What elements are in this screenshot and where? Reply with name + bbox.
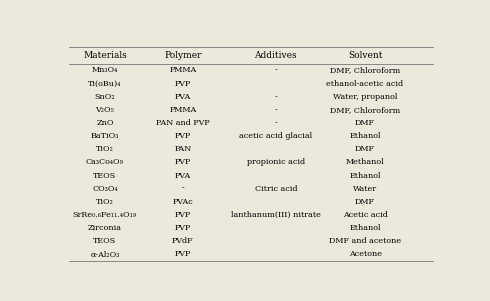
Text: PMMA: PMMA bbox=[169, 67, 196, 75]
Text: acetic acid glacial: acetic acid glacial bbox=[239, 132, 312, 140]
Text: Citric acid: Citric acid bbox=[255, 185, 297, 193]
Text: SrRe₀.₆Fe₁₁.₄O₁₉: SrRe₀.₆Fe₁₁.₄O₁₉ bbox=[73, 211, 137, 219]
Text: lanthanum(III) nitrate: lanthanum(III) nitrate bbox=[231, 211, 321, 219]
Text: TiO₂: TiO₂ bbox=[96, 198, 114, 206]
Text: DMF: DMF bbox=[355, 119, 375, 127]
Text: PVP: PVP bbox=[174, 211, 191, 219]
Text: PVP: PVP bbox=[174, 158, 191, 166]
Text: Acetone: Acetone bbox=[348, 250, 382, 258]
Text: -: - bbox=[274, 93, 277, 101]
Text: TiO₂: TiO₂ bbox=[96, 145, 114, 153]
Text: Water: Water bbox=[353, 185, 377, 193]
Text: CO₃O₄: CO₃O₄ bbox=[92, 185, 118, 193]
Text: -: - bbox=[274, 67, 277, 75]
Text: Ethanol: Ethanol bbox=[349, 132, 381, 140]
Text: PVA: PVA bbox=[174, 172, 191, 180]
Text: PVP: PVP bbox=[174, 80, 191, 88]
Text: PVA: PVA bbox=[174, 93, 191, 101]
Text: α-Al₂O₃: α-Al₂O₃ bbox=[90, 250, 120, 258]
Text: PVAc: PVAc bbox=[172, 198, 193, 206]
Text: SnO₂: SnO₂ bbox=[95, 93, 115, 101]
Text: PAN: PAN bbox=[174, 145, 192, 153]
Text: Ca₃Co₄O₉: Ca₃Co₄O₉ bbox=[86, 158, 124, 166]
Text: Ethanol: Ethanol bbox=[349, 172, 381, 180]
Text: -: - bbox=[274, 119, 277, 127]
Text: PVP: PVP bbox=[174, 132, 191, 140]
Text: PMMA: PMMA bbox=[169, 106, 196, 114]
Text: ZnO: ZnO bbox=[96, 119, 114, 127]
Text: V₂O₅: V₂O₅ bbox=[96, 106, 114, 114]
Text: Polymer: Polymer bbox=[164, 51, 201, 60]
Text: Ethanol: Ethanol bbox=[349, 224, 381, 232]
Text: Water, propanol: Water, propanol bbox=[333, 93, 397, 101]
Text: DMF: DMF bbox=[355, 198, 375, 206]
Text: propionic acid: propionic acid bbox=[247, 158, 305, 166]
Text: Mn₃O₄: Mn₃O₄ bbox=[92, 67, 118, 75]
Text: TEOS: TEOS bbox=[93, 237, 117, 245]
Text: Additives: Additives bbox=[254, 51, 297, 60]
Text: Ti(oBu)₄: Ti(oBu)₄ bbox=[88, 80, 122, 88]
Text: PVP: PVP bbox=[174, 224, 191, 232]
Text: PVP: PVP bbox=[174, 250, 191, 258]
Text: DMF and acetone: DMF and acetone bbox=[329, 237, 401, 245]
Text: ethanol-acetic acid: ethanol-acetic acid bbox=[326, 80, 404, 88]
Text: Methanol: Methanol bbox=[346, 158, 384, 166]
Text: DMF, Chloroform: DMF, Chloroform bbox=[330, 106, 400, 114]
Text: -: - bbox=[181, 185, 184, 193]
Text: TEOS: TEOS bbox=[93, 172, 117, 180]
Text: DMF, Chloroform: DMF, Chloroform bbox=[330, 67, 400, 75]
Text: DMF: DMF bbox=[355, 145, 375, 153]
Text: Solvent: Solvent bbox=[348, 51, 382, 60]
Text: PAN and PVP: PAN and PVP bbox=[156, 119, 210, 127]
Text: PVdF: PVdF bbox=[172, 237, 194, 245]
Text: Acetic acid: Acetic acid bbox=[343, 211, 388, 219]
Text: Zirconia: Zirconia bbox=[88, 224, 122, 232]
Text: -: - bbox=[274, 106, 277, 114]
Text: Materials: Materials bbox=[83, 51, 127, 60]
Text: BaTiO₃: BaTiO₃ bbox=[91, 132, 119, 140]
